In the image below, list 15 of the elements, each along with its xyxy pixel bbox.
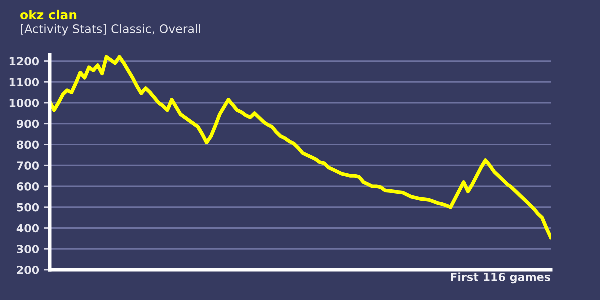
y-tick-label: 600 bbox=[17, 182, 40, 191]
y-tick-label: 1200 bbox=[10, 57, 40, 66]
y-tick-label: 400 bbox=[16, 224, 40, 233]
y-tick-label: 1000 bbox=[10, 98, 40, 108]
y-tick-label: 700 bbox=[17, 162, 40, 170]
x-axis-title: First 116 games bbox=[451, 272, 550, 284]
chart-title: okz clan bbox=[20, 10, 77, 20]
y-tick-label: 500 bbox=[17, 203, 40, 212]
y-tick-label: 300 bbox=[17, 245, 40, 254]
y-tick-label: 900 bbox=[16, 120, 40, 128]
y-tick-label: 800 bbox=[17, 140, 40, 150]
y-tick-label: 200 bbox=[17, 266, 40, 274]
chart-subtitle: [Activity Stats] Classic, Overall bbox=[21, 24, 200, 36]
line-series bbox=[50, 55, 551, 240]
y-tick-label: 1100 bbox=[10, 78, 40, 87]
